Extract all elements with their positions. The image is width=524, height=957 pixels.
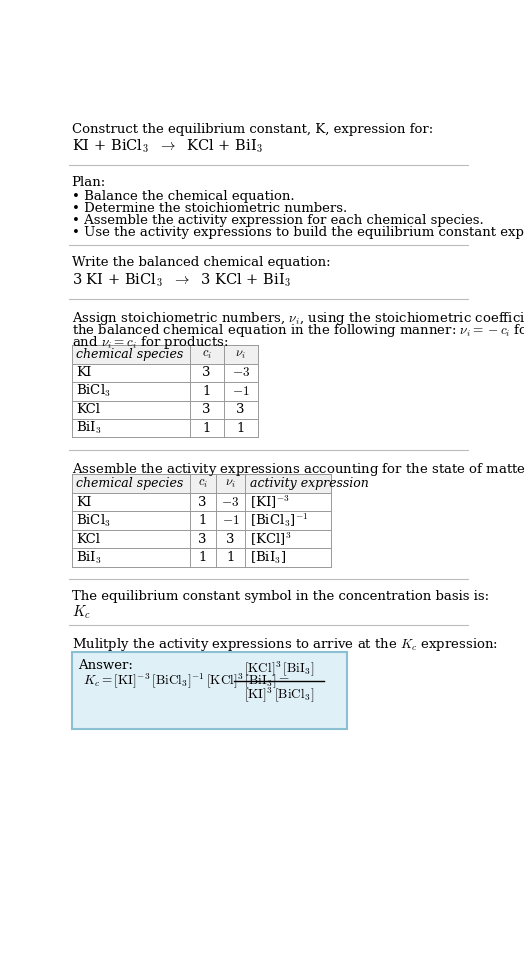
Text: chemical species: chemical species	[77, 478, 183, 490]
Text: $\nu_i$: $\nu_i$	[235, 347, 246, 361]
Text: 3 KI + BiCl$_3$  $\rightarrow$  3 KCl + BiI$_3$: 3 KI + BiCl$_3$ $\rightarrow$ 3 KCl + Bi…	[72, 271, 291, 289]
Text: and $\nu_i = c_i$ for products:: and $\nu_i = c_i$ for products:	[72, 334, 228, 351]
Text: Write the balanced chemical equation:: Write the balanced chemical equation:	[72, 256, 330, 269]
Text: $K_c = [\mathrm{KI}]^{-3}\,[\mathrm{BiCl_3}]^{-1}\,[\mathrm{KCl}]^3\,[\mathrm{Bi: $K_c = [\mathrm{KI}]^{-3}\,[\mathrm{BiCl…	[83, 672, 289, 690]
Text: • Use the activity expressions to build the equilibrium constant expression.: • Use the activity expressions to build …	[72, 227, 524, 239]
Text: $[\mathrm{KI}]^3\,[\mathrm{BiCl_3}]$: $[\mathrm{KI}]^3\,[\mathrm{BiCl_3}]$	[244, 685, 314, 704]
Text: 1: 1	[199, 514, 207, 527]
Text: Mulitply the activity expressions to arrive at the $K_c$ expression:: Mulitply the activity expressions to arr…	[72, 636, 498, 653]
Text: [KCl]$^3$: [KCl]$^3$	[250, 530, 291, 547]
Text: the balanced chemical equation in the following manner: $\nu_i = -c_i$ for react: the balanced chemical equation in the fo…	[72, 322, 524, 339]
Text: KI + BiCl$_3$  $\rightarrow$  KCl + BiI$_3$: KI + BiCl$_3$ $\rightarrow$ KCl + BiI$_3…	[72, 138, 263, 155]
Text: $\nu_i$: $\nu_i$	[225, 478, 236, 490]
Text: 3: 3	[202, 403, 211, 416]
Text: [KI]$^{-3}$: [KI]$^{-3}$	[250, 494, 289, 511]
Text: Answer:: Answer:	[78, 659, 133, 672]
Text: Construct the equilibrium constant, K, expression for:: Construct the equilibrium constant, K, e…	[72, 122, 433, 136]
Text: 1: 1	[226, 551, 235, 564]
Text: $c_i$: $c_i$	[198, 478, 208, 490]
FancyBboxPatch shape	[72, 345, 258, 364]
FancyBboxPatch shape	[72, 652, 347, 728]
Text: $[\mathrm{KCl}]^3\,[\mathrm{BiI_3}]$: $[\mathrm{KCl}]^3\,[\mathrm{BiI_3}]$	[244, 659, 314, 678]
Text: 1: 1	[236, 422, 245, 434]
Text: Assign stoichiometric numbers, $\nu_i$, using the stoichiometric coefficients, $: Assign stoichiometric numbers, $\nu_i$, …	[72, 310, 524, 326]
Text: BiI$_3$: BiI$_3$	[77, 420, 102, 436]
Text: $-3$: $-3$	[222, 496, 239, 509]
Text: • Assemble the activity expression for each chemical species.: • Assemble the activity expression for e…	[72, 214, 484, 227]
Text: BiCl$_3$: BiCl$_3$	[77, 513, 112, 529]
Text: 3: 3	[236, 403, 245, 416]
Text: BiCl$_3$: BiCl$_3$	[77, 383, 112, 399]
Text: BiI$_3$: BiI$_3$	[77, 549, 102, 566]
Text: • Determine the stoichiometric numbers.: • Determine the stoichiometric numbers.	[72, 202, 347, 215]
Text: 1: 1	[202, 385, 211, 398]
Text: chemical species: chemical species	[77, 347, 183, 361]
Text: KCl: KCl	[77, 533, 101, 545]
Text: $K_c$: $K_c$	[72, 604, 91, 621]
Text: 3: 3	[202, 367, 211, 379]
FancyBboxPatch shape	[72, 475, 331, 493]
Text: KI: KI	[77, 496, 92, 509]
Text: [BiI$_3$]: [BiI$_3$]	[250, 549, 287, 566]
Text: 3: 3	[199, 496, 207, 509]
Text: 1: 1	[202, 422, 211, 434]
Text: The equilibrium constant symbol in the concentration basis is:: The equilibrium constant symbol in the c…	[72, 590, 489, 603]
Text: $-1$: $-1$	[232, 385, 249, 398]
Text: 3: 3	[199, 533, 207, 545]
Text: Assemble the activity expressions accounting for the state of matter and $\nu_i$: Assemble the activity expressions accoun…	[72, 460, 524, 478]
Text: $-3$: $-3$	[232, 367, 250, 379]
Text: activity expression: activity expression	[250, 478, 369, 490]
Text: $c_i$: $c_i$	[202, 347, 212, 361]
Text: • Balance the chemical equation.: • Balance the chemical equation.	[72, 189, 294, 203]
Text: KCl: KCl	[77, 403, 101, 416]
Text: 1: 1	[199, 551, 207, 564]
Text: Plan:: Plan:	[72, 176, 106, 189]
Text: 3: 3	[226, 533, 235, 545]
Text: [BiCl$_3$]$^{-1}$: [BiCl$_3$]$^{-1}$	[250, 512, 308, 529]
Text: $-1$: $-1$	[222, 514, 239, 527]
Text: KI: KI	[77, 367, 92, 379]
